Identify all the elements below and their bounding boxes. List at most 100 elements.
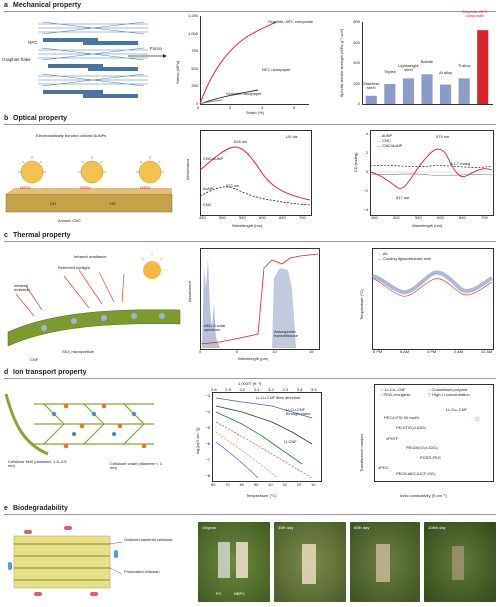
biodegradable-illustration	[8, 526, 123, 596]
point-xphtf: xPHTF	[386, 436, 399, 441]
temperature-xtick-4: 12 AM	[481, 349, 493, 354]
tensile-ytick-1: 600	[353, 39, 360, 45]
conductivity-xtick-6: 20	[296, 482, 302, 487]
tensile-bar-5	[458, 78, 470, 104]
thermal-abs-xlabel: Wavelength (μm)	[238, 356, 269, 361]
tensile-bar-1	[384, 84, 396, 104]
thermal-abs-xtick-0: 0	[199, 349, 202, 354]
tensile-axes	[362, 22, 493, 105]
conductivity-ytick-5: −8	[205, 473, 210, 478]
label-anionic-cnc: Anionic CNC	[58, 218, 81, 223]
stress-ytick-1: 1,000	[187, 30, 198, 36]
label-fibril: Cellulose fibril (diameter: 1.5–3.5 nm)	[8, 459, 67, 468]
label-cnc: CNC	[203, 202, 212, 207]
label-graphite-nfc-series: Graphite–NFC composite	[268, 19, 314, 24]
series-cnc-aunp-cd	[369, 148, 493, 189]
point-peo-al2o3: PEO/Al₂O₃/LiClO₄	[406, 445, 439, 450]
series-cooling	[371, 277, 493, 297]
label-sio2: SiO₂ microparticle	[62, 349, 95, 354]
uvvis-xtick-3: 600	[259, 215, 266, 220]
series-air	[371, 270, 494, 295]
conductivity-ytick-4: −7	[205, 457, 210, 462]
conductivity-toptick-0: 2.8	[211, 387, 217, 392]
cd-ytick-4: −4	[363, 207, 368, 212]
legend-cooling: Cooling lignocellulosic bulk	[383, 256, 431, 261]
cd-ann-579: 579 nm	[436, 134, 450, 139]
section-e-title: e Biodegradability	[4, 505, 68, 512]
temperature-xtick-2: 4 PM	[427, 349, 437, 354]
temperature-plot	[371, 270, 494, 297]
label-chain: Cellulose chain (diameter < 1 nm)	[110, 461, 162, 470]
series-cnc-cd	[369, 173, 493, 176]
series-li-cnf	[215, 411, 303, 465]
strain-xlabel: Strain (%)	[246, 110, 264, 115]
transference-xlabel: Ionic conductivity (S cm⁻¹)	[400, 493, 447, 498]
legend-peo-inorganic: PEO–inorganic	[383, 392, 411, 397]
label-graphite-flake: Graphite flake	[2, 57, 31, 62]
stress-strain-axes	[200, 16, 309, 105]
point-pec-lifsi: PEC/LiFSI 90 mol%	[384, 415, 420, 420]
transference-legend-2: ○ Crosslinked polymer ▽ High Li concentr…	[428, 387, 470, 397]
label-aunp: AuNP	[203, 186, 214, 191]
temperature-xtick-1: 6 AM	[400, 349, 410, 354]
strain-xtick-2: 4	[261, 105, 264, 110]
stress-ytick-2: 750	[191, 48, 198, 54]
stress-strain-plot	[199, 21, 277, 105]
label-cnc-aunp: CNC/AuNP	[203, 156, 224, 161]
tensile-bars	[365, 30, 489, 105]
conductivity-ytick-1: −4	[205, 409, 210, 414]
label-nfc-nanopaper-series: NFC nanopaper	[262, 67, 291, 72]
uvvis-xlabel: Wavelength (nm)	[232, 223, 263, 228]
tensile-ytick-0: 800	[353, 19, 360, 24]
photo-original-day: Original	[202, 525, 216, 530]
label-nfc: NFC	[28, 40, 38, 45]
conductivity-ylabel: log [σ(S cm⁻¹)]	[195, 427, 200, 454]
cd-ann-517: 517 nm	[396, 195, 410, 200]
section-d-divider	[4, 378, 496, 379]
section-a-title: a Mechanical property	[4, 2, 82, 9]
transference-ylabel: Transference number	[359, 433, 364, 472]
section-c-title: c Thermal property	[4, 232, 71, 239]
cd-legend: - - AuNP — CNC — CNC/AuNP	[377, 133, 403, 148]
series-cnc-aunp	[199, 146, 311, 201]
photo-30th-day: 30th day	[278, 525, 294, 530]
uvvis-axes	[200, 130, 312, 216]
photo-108th-day: 108th day	[428, 525, 446, 530]
photo-108th: 108th day	[424, 522, 496, 602]
point-li-cu-cnf: Li–Cu–CNF	[446, 407, 467, 412]
cd-xtick-4: 650	[459, 215, 466, 220]
cd-xtick-5: 700	[481, 215, 488, 220]
series-graphite-nanopaper	[199, 99, 223, 105]
tensile-ytick-4: 0	[357, 101, 360, 106]
cd-ann-delta: Δ 1.7 mdeg	[450, 161, 471, 166]
cd-xtick-2: 550	[415, 215, 422, 220]
label-aunps: Electrostatically bonded cationic AuNPs	[36, 133, 107, 138]
thermal-abs-xtick-3: 15	[309, 349, 314, 354]
cd-axes	[370, 130, 494, 216]
point-peo-lialo2: PEO/LiAlO₂/LiCF₃SO₃	[396, 471, 436, 476]
conductivity-xtick-2: 60	[239, 482, 245, 487]
thermal-abs-xtick-2: 10	[272, 349, 277, 354]
thermal-abs-axes	[200, 248, 320, 350]
cd-ytick-2: 0	[365, 169, 368, 174]
thermal-illustration	[7, 252, 181, 347]
series-fibre-direction	[215, 397, 313, 419]
tensile-bar-label-5: Ti alloy	[457, 63, 471, 69]
legend-crosslinked: Crosslinked polymer	[431, 387, 468, 392]
atm-window	[272, 268, 296, 348]
label-oh: OH	[50, 201, 56, 206]
photo-tag-pc: PC	[216, 591, 222, 596]
ann-atm: Atmospheric transmittance	[274, 329, 299, 338]
conductivity-top-label: 1,000/T (K⁻¹)	[238, 381, 262, 386]
strain-xtick-3: 6	[293, 105, 296, 110]
stress-ytick-5: 0	[195, 101, 198, 106]
conductivity-axes	[212, 392, 322, 482]
cd-ytick-0: 4	[365, 131, 368, 136]
series-aunp	[199, 186, 311, 206]
series-through-plane	[215, 405, 313, 445]
label-oso3-1: OSO₃⁻	[20, 185, 33, 190]
conductivity-ytick-0: −3	[205, 393, 210, 398]
label-oso3-2: OSO₃⁻	[80, 185, 93, 190]
photo-60th-day: 60th day	[354, 525, 370, 530]
temperature-legend: — Air — Cooling lignocellulosic bulk	[378, 251, 431, 261]
